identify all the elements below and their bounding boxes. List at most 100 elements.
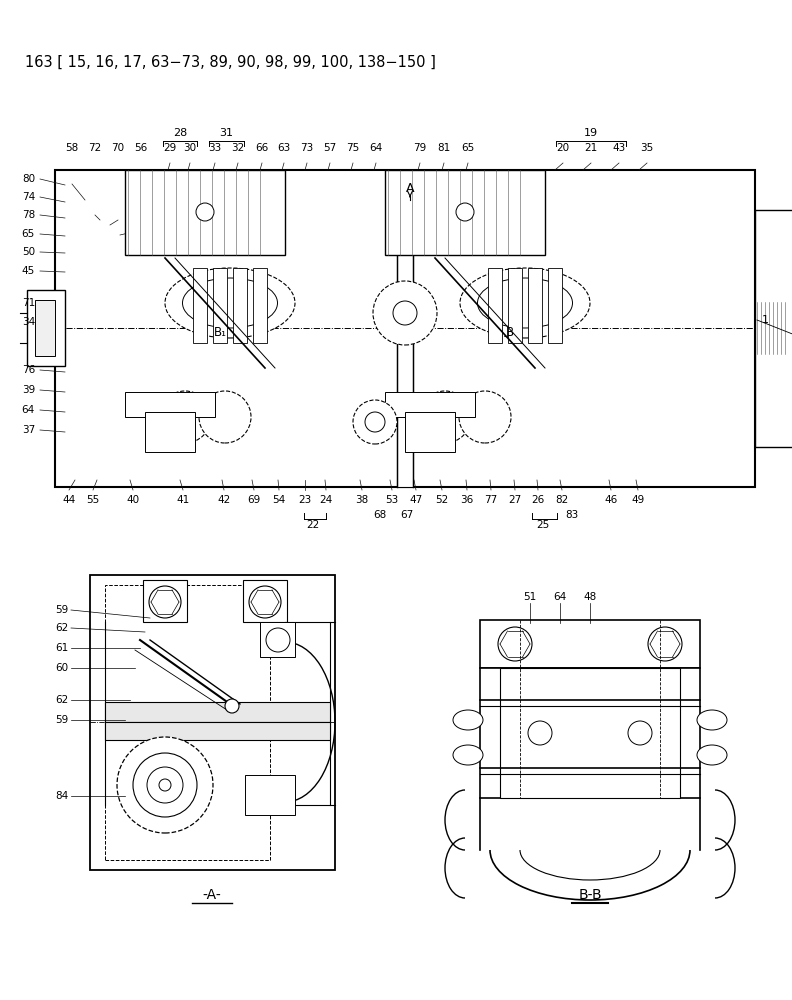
Text: 61: 61 bbox=[55, 643, 68, 653]
Text: 79: 79 bbox=[413, 143, 427, 153]
Text: 1: 1 bbox=[762, 315, 769, 325]
Text: 47: 47 bbox=[409, 495, 423, 505]
Text: 49: 49 bbox=[631, 495, 645, 505]
Bar bbox=[755, 210, 792, 447]
Text: 50: 50 bbox=[22, 247, 35, 257]
Text: 163 [ 15, 16, 17, 63−73, 89, 90, 98, 99, 100, 138−150 ]: 163 [ 15, 16, 17, 63−73, 89, 90, 98, 99,… bbox=[25, 55, 436, 70]
Ellipse shape bbox=[182, 278, 277, 328]
Circle shape bbox=[159, 779, 171, 791]
Text: 32: 32 bbox=[231, 143, 245, 153]
Text: B₁: B₁ bbox=[214, 326, 227, 340]
Circle shape bbox=[498, 627, 532, 661]
Text: 76: 76 bbox=[21, 365, 35, 375]
Bar bbox=[193, 268, 207, 343]
Text: 27: 27 bbox=[508, 495, 522, 505]
Text: 59: 59 bbox=[55, 605, 68, 615]
Text: B-B: B-B bbox=[578, 888, 602, 902]
Ellipse shape bbox=[165, 268, 295, 338]
Text: 62: 62 bbox=[55, 695, 68, 705]
Text: 63: 63 bbox=[277, 143, 291, 153]
Text: 38: 38 bbox=[356, 495, 368, 505]
Circle shape bbox=[149, 586, 181, 618]
Circle shape bbox=[117, 737, 213, 833]
Text: 40: 40 bbox=[127, 495, 139, 505]
Text: 43: 43 bbox=[612, 143, 626, 153]
Ellipse shape bbox=[697, 710, 727, 730]
Text: 75: 75 bbox=[346, 143, 360, 153]
Circle shape bbox=[373, 281, 437, 345]
Bar bbox=[105, 585, 270, 860]
Text: 21: 21 bbox=[584, 143, 598, 153]
Circle shape bbox=[249, 586, 281, 618]
Bar bbox=[35, 300, 55, 356]
Text: 35: 35 bbox=[641, 143, 653, 153]
Circle shape bbox=[365, 412, 385, 432]
Text: 64: 64 bbox=[21, 405, 35, 415]
Bar bbox=[253, 268, 267, 343]
Circle shape bbox=[393, 301, 417, 325]
Text: 45: 45 bbox=[21, 266, 35, 276]
Text: 64: 64 bbox=[369, 143, 383, 153]
Bar bbox=[145, 412, 195, 452]
Circle shape bbox=[353, 400, 397, 444]
Circle shape bbox=[266, 628, 290, 652]
Text: 37: 37 bbox=[21, 425, 35, 435]
Text: 72: 72 bbox=[89, 143, 101, 153]
Text: 19: 19 bbox=[584, 128, 598, 138]
Bar bbox=[397, 170, 413, 487]
Circle shape bbox=[159, 391, 211, 443]
Bar bbox=[480, 620, 700, 668]
Text: 70: 70 bbox=[112, 143, 124, 153]
Text: 55: 55 bbox=[86, 495, 100, 505]
Bar bbox=[213, 268, 227, 343]
Text: 41: 41 bbox=[177, 495, 189, 505]
Text: 52: 52 bbox=[436, 495, 448, 505]
Ellipse shape bbox=[697, 745, 727, 765]
Circle shape bbox=[133, 753, 197, 817]
Text: 30: 30 bbox=[184, 143, 196, 153]
Circle shape bbox=[648, 627, 682, 661]
Text: 59: 59 bbox=[55, 715, 68, 725]
Bar bbox=[528, 268, 542, 343]
Text: 25: 25 bbox=[536, 520, 550, 530]
Text: 73: 73 bbox=[300, 143, 314, 153]
Text: 20: 20 bbox=[557, 143, 569, 153]
Bar bbox=[105, 702, 330, 722]
Text: 22: 22 bbox=[307, 520, 320, 530]
Text: 67: 67 bbox=[401, 510, 413, 520]
Text: 78: 78 bbox=[21, 210, 35, 220]
Bar bbox=[508, 268, 522, 343]
Bar bbox=[385, 170, 545, 255]
Text: 74: 74 bbox=[21, 192, 35, 202]
Bar bbox=[480, 668, 700, 798]
Ellipse shape bbox=[453, 710, 483, 730]
Text: 54: 54 bbox=[272, 495, 286, 505]
Text: 34: 34 bbox=[21, 317, 35, 327]
Text: 24: 24 bbox=[319, 495, 333, 505]
Bar bbox=[488, 268, 502, 343]
Text: 56: 56 bbox=[135, 143, 147, 153]
Text: 36: 36 bbox=[460, 495, 474, 505]
Text: A: A bbox=[406, 182, 414, 194]
Text: 65: 65 bbox=[21, 229, 35, 239]
Bar bbox=[125, 392, 215, 417]
Text: -A-: -A- bbox=[203, 888, 222, 902]
Circle shape bbox=[199, 391, 251, 443]
Circle shape bbox=[196, 203, 214, 221]
Text: 29: 29 bbox=[163, 143, 177, 153]
Text: 51: 51 bbox=[524, 592, 537, 602]
Text: 26: 26 bbox=[531, 495, 545, 505]
Bar bbox=[233, 268, 247, 343]
Bar bbox=[405, 412, 455, 452]
Text: 31: 31 bbox=[219, 128, 233, 138]
Text: 42: 42 bbox=[217, 495, 230, 505]
Text: 58: 58 bbox=[66, 143, 78, 153]
Text: 81: 81 bbox=[437, 143, 451, 153]
Text: 71: 71 bbox=[21, 298, 35, 308]
Text: 33: 33 bbox=[208, 143, 222, 153]
Ellipse shape bbox=[460, 268, 590, 338]
Bar bbox=[27, 290, 65, 366]
Text: 39: 39 bbox=[21, 385, 35, 395]
Ellipse shape bbox=[453, 745, 483, 765]
Circle shape bbox=[247, 777, 283, 813]
